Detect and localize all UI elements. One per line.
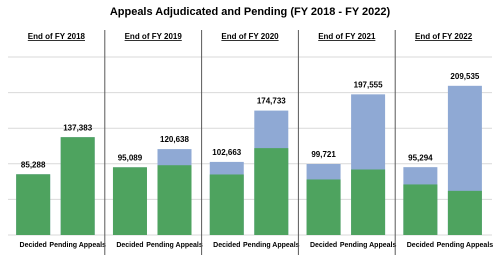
bar-base — [16, 174, 51, 235]
value-label: 99,721 — [311, 150, 336, 159]
bar-base — [157, 165, 192, 235]
value-label: 197,555 — [354, 80, 383, 89]
value-label: 85,288 — [21, 160, 46, 169]
panel-title: End of FY 2018 — [28, 32, 86, 41]
category-label: Pending Appeals — [146, 242, 203, 249]
value-label: 95,294 — [408, 153, 433, 162]
value-label: 209,535 — [450, 72, 479, 81]
bar-base — [306, 179, 341, 235]
category-label: Decided — [116, 242, 143, 249]
value-label: 102,663 — [212, 148, 241, 157]
bar-base — [209, 174, 244, 235]
bar-base — [403, 184, 438, 235]
panel-title: End of FY 2020 — [221, 32, 279, 41]
category-label: Decided — [213, 242, 240, 249]
bar-base — [112, 167, 147, 235]
category-label: Pending Appeals — [49, 242, 106, 249]
category-label: Decided — [310, 242, 337, 249]
bar-base — [447, 190, 482, 235]
category-label: Pending Appeals — [243, 242, 300, 249]
chart-title: Appeals Adjudicated and Pending (FY 2018… — [110, 6, 391, 18]
bar-base — [254, 148, 289, 235]
bar-base — [351, 169, 386, 235]
panel-title: End of FY 2022 — [415, 32, 473, 41]
value-label: 120,638 — [160, 135, 189, 144]
value-label: 174,733 — [257, 97, 286, 106]
panel-title: End of FY 2021 — [318, 32, 376, 41]
bar-base — [60, 137, 95, 235]
category-label: Decided — [407, 242, 434, 249]
category-label: Pending Appeals — [437, 242, 494, 249]
category-label: Pending Appeals — [340, 242, 397, 249]
value-label: 95,089 — [118, 153, 143, 162]
category-label: Decided — [20, 242, 47, 249]
value-label: 137,383 — [63, 123, 92, 132]
panel-title: End of FY 2019 — [125, 32, 183, 41]
